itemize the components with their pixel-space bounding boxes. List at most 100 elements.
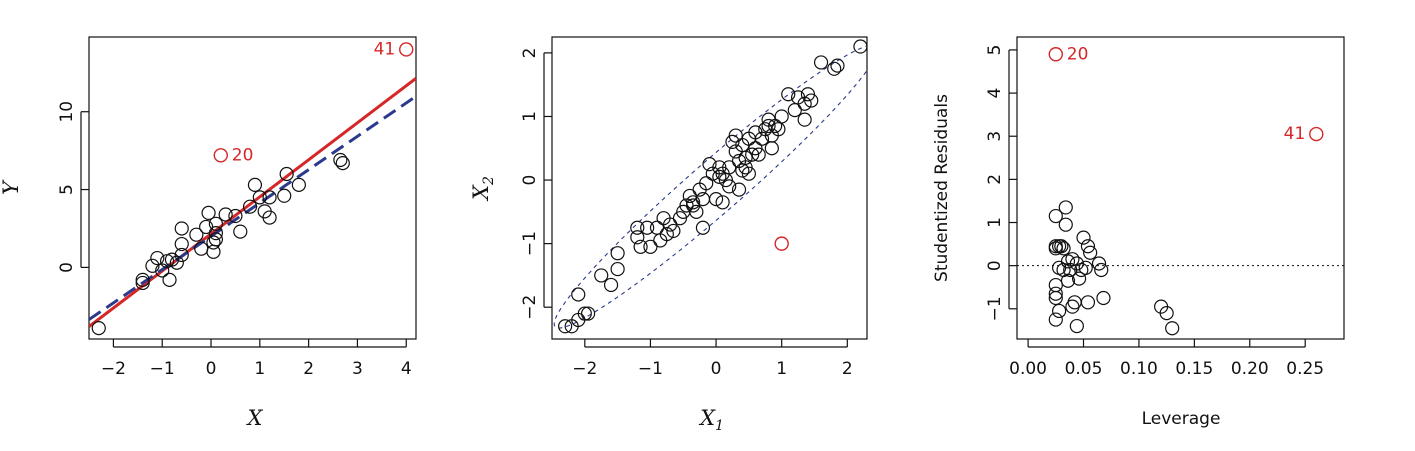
panel-1-y-axis: 0 5 10 [57,101,89,273]
data-point [1091,256,1107,271]
data-point [1076,230,1091,245]
data-point [1052,303,1067,319]
data-point [262,190,277,205]
data-point [201,205,216,221]
panel-1-x-tick-label: 4 [401,359,412,379]
data-point [1058,200,1073,215]
highlighted-point [1048,47,1063,62]
data-point [145,258,160,273]
data-point [715,195,730,210]
panel-3-y-tick-label: 4 [985,88,1005,99]
data-point [761,118,776,134]
data-point [1069,318,1084,334]
data-point [1048,290,1063,306]
point-annotation-41: 41 [1284,124,1306,144]
panel-2-y-tick-label: 0 [520,175,540,186]
data-point [685,195,701,210]
data-point [1065,252,1080,267]
panel-3-x-tick-label: 0.25 [1286,359,1324,379]
data-point [754,131,770,146]
data-point [233,224,248,239]
data-point [738,160,753,175]
data-point [252,190,267,205]
highlighted-point [399,42,414,57]
highlighted-point [1309,126,1324,142]
panel-1-y-tick-label: 5 [57,184,77,195]
data-point [208,216,223,231]
data-point [689,204,704,219]
data-point [218,207,233,222]
data-point [741,166,756,181]
point-annotation-20: 20 [1067,44,1089,64]
panel-1-points [91,152,350,336]
data-point [712,169,727,184]
data-point [208,232,223,247]
data-point [640,220,655,235]
panel-2-y-axis-title: X2 [469,176,497,202]
panel-1-plot-frame [88,36,417,340]
data-point [728,128,743,143]
data-point [764,141,779,156]
data-point [571,287,586,302]
panel-2-x-axis: −2 −1 0 1 2 [572,339,853,379]
data-point [853,39,868,54]
data-point [135,275,150,291]
panel-3-x-axis: 0.00 0.05 0.10 0.15 0.20 0.25 [1009,339,1324,379]
panel-3-y-tick-label: 0 [985,260,1005,271]
data-point [722,179,737,194]
panel-2-x-tick-label: 2 [842,359,853,379]
panel-1-x-axis: −2 −1 0 1 2 3 4 [101,339,412,379]
panel-1-y-tick-label: 0 [57,262,77,273]
data-point [695,220,711,235]
panel-3-plot-frame [1016,36,1345,340]
data-point [787,103,802,118]
data-point [155,263,170,278]
data-point [1083,245,1098,260]
panel-2-points [558,39,868,334]
data-point [291,177,306,192]
data-point [603,277,619,293]
panel-2-x-tick-label: 0 [711,359,722,379]
data-point [208,226,223,241]
data-point [630,230,645,245]
panel-3-y-tick-label: −1 [985,296,1005,321]
data-point [206,235,221,250]
panel-3-y-tick-label: 3 [985,131,1005,142]
panel-3-x-tick-label: 0.20 [1231,359,1269,379]
data-point [659,226,674,242]
data-point [1060,273,1076,288]
data-point [279,166,294,182]
panel-3-y-axis: −1 0 1 2 3 4 5 [985,45,1017,321]
panel-1-x-tick-label: −1 [150,359,175,379]
data-point [1056,241,1071,256]
highlighted-point [774,236,789,251]
data-point [781,87,796,102]
data-point [1080,239,1096,254]
panel-3-y-tick-label: 5 [985,45,1005,56]
data-point [335,155,350,171]
panel-1-x-tick-label: 2 [303,359,314,379]
panel-1-y-tick-label: 10 [57,101,77,123]
data-point [725,134,740,150]
data-point [672,211,688,226]
panel-3-x-tick-label: 0.10 [1120,359,1158,379]
panel-3-x-tick-label: 0.15 [1175,359,1213,379]
data-point [800,87,816,102]
panel-2-x-axis-title: X1 [698,406,724,434]
data-point [1048,208,1063,224]
data-point [1048,286,1063,301]
panel-1-x-axis-title: X [246,406,264,430]
point-annotation-20: 20 [232,145,254,165]
panel-3-y-tick-label: 1 [985,217,1005,228]
data-point [663,217,678,232]
data-point [610,261,625,277]
data-point [150,250,165,266]
data-point [1078,260,1093,275]
data-point [247,177,263,192]
highlighted-point [213,148,228,163]
data-point [702,157,717,172]
